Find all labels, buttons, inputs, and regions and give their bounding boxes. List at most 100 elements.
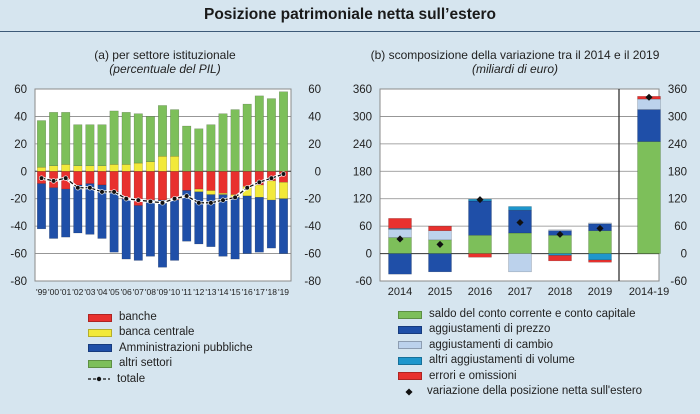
bar-segment bbox=[242, 195, 252, 254]
totale-point bbox=[172, 196, 178, 202]
y-tick-label-left: 300 bbox=[353, 111, 372, 123]
y-tick-label-left: 360 bbox=[353, 84, 372, 96]
y-tick-label-left: -40 bbox=[10, 221, 27, 233]
bar-segment bbox=[218, 194, 228, 257]
chart-b-heading: (b) scomposizione della variazione tra i… bbox=[330, 48, 700, 76]
y-tick-label-left: 120 bbox=[353, 194, 372, 206]
y-tick-label-right: 20 bbox=[308, 139, 321, 151]
x-tick-label: 2017 bbox=[508, 286, 532, 298]
legend-a-item-totale: totale bbox=[88, 372, 253, 387]
x-tick-label: '99 bbox=[36, 287, 47, 297]
bar-segment bbox=[49, 112, 59, 166]
y-tick-label-left: 180 bbox=[353, 166, 372, 178]
x-tick-label: '17 bbox=[254, 287, 265, 297]
bar-segment bbox=[218, 113, 228, 172]
chart-b-title: (b) scomposizione della variazione tra i… bbox=[370, 48, 660, 62]
x-tick-label: 2015 bbox=[428, 286, 452, 298]
totale-point bbox=[87, 185, 93, 191]
bar-segment bbox=[254, 95, 264, 172]
legend-swatch bbox=[88, 329, 112, 338]
legend-b: saldo del conto corrente e conto capital… bbox=[398, 307, 642, 399]
totale-point bbox=[256, 179, 262, 185]
variazione-marker bbox=[436, 240, 444, 248]
bar-segment bbox=[158, 105, 167, 157]
totale-point bbox=[38, 175, 45, 181]
bar-segment bbox=[588, 259, 612, 263]
variazione-marker bbox=[556, 230, 564, 238]
bar-segment bbox=[182, 190, 192, 242]
legend-a-item-banca-centrale: banca centrale bbox=[88, 325, 253, 340]
chart-b-subtitle: (miliardi di euro) bbox=[471, 62, 559, 76]
x-tick-label: '02 bbox=[72, 287, 83, 297]
x-tick-label: '18 bbox=[266, 287, 277, 297]
x-tick-label: '14 bbox=[217, 287, 228, 297]
x-tick-label: '01 bbox=[60, 287, 71, 297]
legend-b-item-cambio: aggiustamenti di cambio bbox=[398, 338, 642, 353]
bar-segment bbox=[468, 200, 492, 236]
bar-segment bbox=[145, 116, 155, 162]
bar-segment bbox=[548, 255, 572, 262]
y-tick-label-right: 0 bbox=[315, 166, 321, 178]
legend-b-item-volume: altri aggiustamenti di volume bbox=[398, 353, 642, 368]
legend-swatch bbox=[398, 326, 422, 335]
totale-point bbox=[99, 189, 105, 195]
y-tick-label-left: 60 bbox=[14, 84, 27, 96]
figure-title-bar: Posizione patrimoniale netta sull’estero bbox=[0, 0, 700, 32]
variazione-marker bbox=[396, 235, 404, 243]
x-tick-label: '13 bbox=[205, 287, 216, 297]
x-tick-label: '10 bbox=[169, 287, 180, 297]
chart-a-subtitle: (percentuale del PIL) bbox=[109, 62, 221, 76]
bar-segment bbox=[588, 253, 612, 261]
x-tick-label: '03 bbox=[84, 287, 95, 297]
legend-label: Amministrazioni pubbliche bbox=[119, 341, 253, 354]
legend-label: variazione della posizione netta sull'es… bbox=[427, 384, 643, 397]
totale-point bbox=[220, 197, 226, 203]
y-tick-label-left: -60 bbox=[355, 276, 372, 288]
bar-segment bbox=[85, 124, 95, 166]
bar-segment bbox=[61, 188, 71, 238]
y-tick-label-left: -60 bbox=[10, 249, 27, 261]
totale-point bbox=[50, 178, 57, 184]
x-tick-label: 2019 bbox=[588, 286, 612, 298]
bar-segment bbox=[97, 124, 107, 166]
x-tick-label: 2016 bbox=[468, 286, 492, 298]
legend-label: aggiustamenti di prezzo bbox=[429, 323, 551, 336]
bar-segment bbox=[121, 112, 131, 165]
bar-segment bbox=[508, 206, 532, 211]
legend-a-item-amministrazioni: Amministrazioni pubbliche bbox=[88, 341, 253, 356]
variazione-marker bbox=[645, 93, 653, 101]
totale-point bbox=[184, 193, 190, 199]
legend-swatch bbox=[398, 310, 422, 319]
bar-segment bbox=[133, 113, 143, 164]
legend-swatch bbox=[398, 341, 422, 350]
bar-segment bbox=[97, 184, 107, 239]
y-tick-label-right: -20 bbox=[304, 194, 321, 206]
x-tick-label: '06 bbox=[121, 287, 132, 297]
bar-segment bbox=[428, 230, 452, 241]
bar-segment bbox=[508, 232, 532, 254]
legend-a-item-banche: banche bbox=[88, 310, 253, 325]
bar-segment bbox=[170, 109, 180, 157]
bar-segment bbox=[49, 187, 59, 239]
y-tick-label-left: -80 bbox=[10, 276, 27, 288]
totale-point bbox=[280, 171, 287, 177]
y-tick-label-right: 300 bbox=[668, 111, 687, 123]
legend-b-item-prezzo: aggiustamenti di prezzo bbox=[398, 322, 642, 337]
legend-a-item-altri-settori: altri settori bbox=[88, 356, 253, 371]
totale-point bbox=[208, 200, 214, 206]
x-tick-label: 2014-19 bbox=[629, 286, 669, 298]
x-tick-label: '08 bbox=[145, 287, 156, 297]
bar-segment bbox=[61, 112, 71, 165]
y-tick-label-left: -20 bbox=[10, 194, 27, 206]
y-tick-label-right: -60 bbox=[670, 276, 687, 288]
x-tick-label: '00 bbox=[48, 287, 59, 297]
bar-segment bbox=[133, 205, 143, 261]
legend-label: saldo del conto corrente e conto capital… bbox=[429, 308, 636, 320]
legend-b-item-variazione: variazione della posizione netta sull'es… bbox=[398, 384, 642, 399]
y-tick-label-left: 20 bbox=[14, 139, 27, 151]
totale-point bbox=[159, 200, 166, 206]
bar-segment bbox=[388, 218, 412, 229]
bar-segment bbox=[588, 230, 612, 254]
